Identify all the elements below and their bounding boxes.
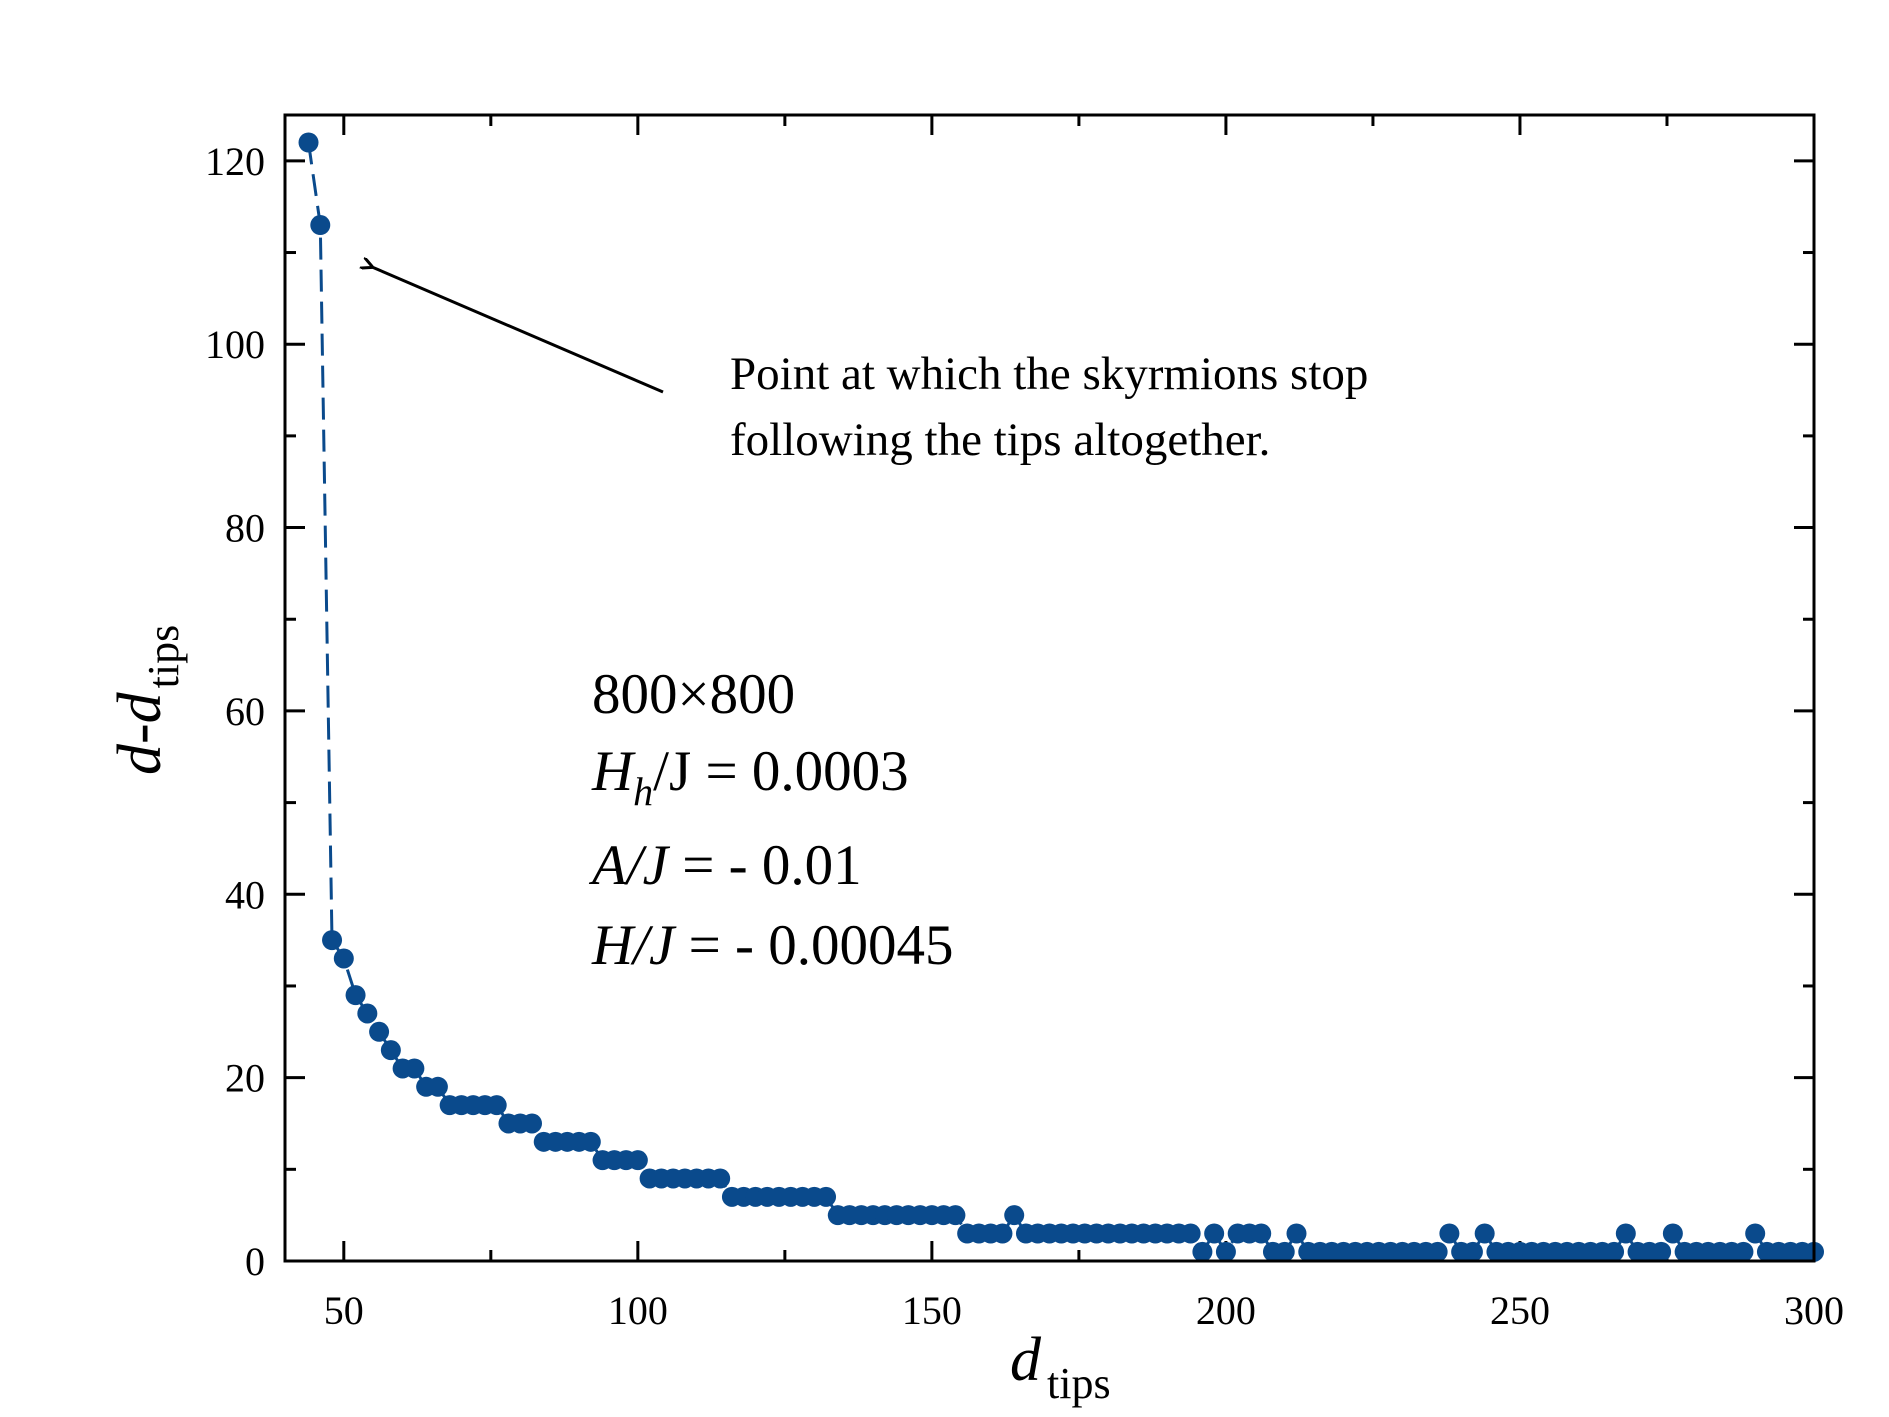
data-point — [310, 215, 331, 236]
y-tick-label: 60 — [225, 689, 265, 734]
data-point — [580, 1131, 601, 1152]
param-hh-sub: h — [633, 769, 653, 814]
data-point — [992, 1223, 1013, 1244]
data-point — [945, 1205, 966, 1226]
data-point — [404, 1058, 425, 1079]
data-point — [1192, 1241, 1213, 1262]
x-tick-label: 200 — [1196, 1288, 1256, 1333]
data-point — [1274, 1241, 1295, 1262]
data-point — [380, 1040, 401, 1061]
data-point — [1474, 1223, 1495, 1244]
x-axis-title: d tips — [1010, 1326, 1111, 1408]
param-h: H/J = - 0.00045 — [591, 914, 953, 977]
tick-labels: 50 100 150 200 250 300 0 20 40 60 80 100 120 — [205, 139, 1844, 1333]
annotation-line-1: Point at which the skyrmions stop — [730, 348, 1368, 400]
y-tick-label: 20 — [225, 1056, 265, 1101]
data-point — [1745, 1223, 1766, 1244]
data-points — [298, 132, 1824, 1262]
param-h-label: H/J — [591, 914, 677, 977]
param-a: A/J = - 0.01 — [588, 834, 862, 897]
x-tick-label: 250 — [1490, 1288, 1550, 1333]
data-point — [1286, 1223, 1307, 1244]
data-point — [1427, 1241, 1448, 1262]
y-tick-label: 80 — [225, 506, 265, 551]
data-line — [307, 142, 1814, 1255]
data-point — [1004, 1205, 1025, 1226]
data-point — [357, 1003, 378, 1024]
data-point — [427, 1076, 448, 1097]
data-point — [486, 1095, 507, 1116]
data-point — [1204, 1223, 1225, 1244]
param-a-label: A/J — [588, 834, 671, 897]
y-tick-label: 120 — [205, 139, 265, 184]
data-point — [627, 1150, 648, 1171]
axis-ticks — [285, 115, 1816, 1263]
x-axis-title-main: d — [1010, 1326, 1042, 1394]
data-point — [1462, 1241, 1483, 1262]
x-tick-label: 50 — [324, 1288, 364, 1333]
data-point — [521, 1113, 542, 1134]
data-point — [322, 930, 343, 951]
param-size: 800×800 — [592, 663, 795, 726]
x-tick-label: 100 — [608, 1288, 668, 1333]
y-tick-label: 40 — [225, 872, 265, 917]
annotation-arrow — [372, 267, 664, 394]
y-tick-label: 100 — [205, 322, 265, 367]
data-point — [298, 132, 319, 153]
x-tick-label: 150 — [902, 1288, 962, 1333]
param-a-value: = - 0.01 — [668, 834, 862, 897]
plot-frame — [283, 113, 1816, 1263]
y-axis-title-main: d-d — [106, 691, 174, 775]
data-point — [816, 1186, 837, 1207]
data-point — [1251, 1223, 1272, 1244]
data-point — [1662, 1223, 1683, 1244]
x-tick-label: 300 — [1784, 1288, 1844, 1333]
param-hh: Hh/J = 0.0003 — [591, 740, 909, 814]
data-point — [345, 985, 366, 1006]
param-hh-rest: /J = 0.0003 — [653, 740, 908, 803]
y-tick-label: 0 — [245, 1239, 265, 1284]
param-hh-main: H — [591, 740, 636, 803]
data-point — [1733, 1241, 1754, 1262]
data-point — [1651, 1241, 1672, 1262]
y-axis-title-sub: tips — [139, 625, 188, 689]
data-point — [333, 948, 354, 969]
data-point — [1604, 1241, 1625, 1262]
data-point — [710, 1168, 731, 1189]
data-point — [1439, 1223, 1460, 1244]
annotation-line-2: following the tips altogether. — [730, 414, 1270, 466]
x-axis-title-sub: tips — [1047, 1359, 1111, 1408]
data-point — [1215, 1241, 1236, 1262]
y-axis-title: d-dtips — [106, 625, 188, 775]
param-h-value: = - 0.00045 — [674, 914, 953, 977]
data-point — [369, 1021, 390, 1042]
data-point — [1180, 1223, 1201, 1244]
data-point — [1615, 1223, 1636, 1244]
